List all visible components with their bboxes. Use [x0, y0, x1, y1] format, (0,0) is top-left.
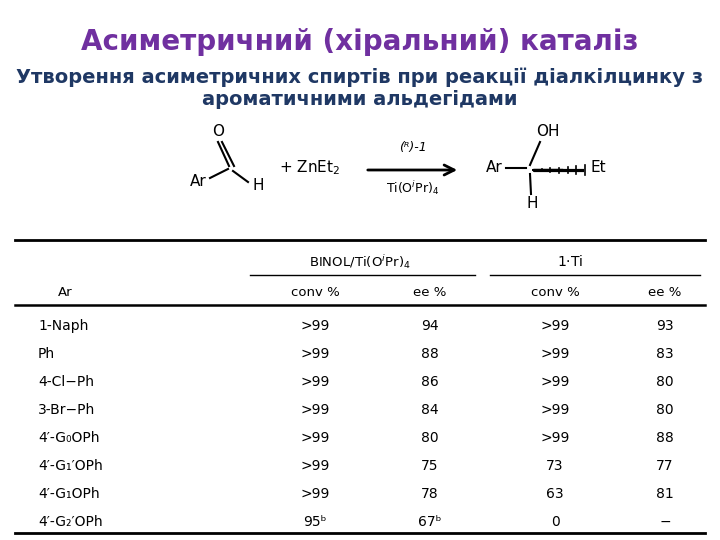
Text: 95ᵇ: 95ᵇ [303, 515, 327, 529]
Text: Et: Et [590, 160, 606, 176]
Text: 84: 84 [421, 403, 438, 417]
Text: 4′-G₁′OPh: 4′-G₁′OPh [38, 459, 103, 473]
Text: conv %: conv % [531, 286, 580, 299]
Text: Асиметричний (хіральний) каталіз: Асиметричний (хіральний) каталіз [81, 28, 639, 56]
Text: conv %: conv % [291, 286, 339, 299]
Text: BINOL/Ti(O$^i$Pr)$_4$: BINOL/Ti(O$^i$Pr)$_4$ [309, 253, 411, 271]
Text: + ZnEt$_2$: + ZnEt$_2$ [279, 159, 341, 177]
Text: 4′-G₀OPh: 4′-G₀OPh [38, 431, 99, 445]
Text: 80: 80 [421, 431, 438, 445]
Text: ee %: ee % [413, 286, 446, 299]
Text: Утворення асиметричних спиртів при реакції діалкілцинку з: Утворення асиметричних спиртів при реакц… [17, 68, 703, 87]
Text: >99: >99 [300, 347, 330, 361]
Text: >99: >99 [540, 403, 570, 417]
Text: 83: 83 [656, 347, 674, 361]
Text: >99: >99 [300, 431, 330, 445]
Text: O: O [212, 125, 224, 139]
Text: 1$\cdot$Ti: 1$\cdot$Ti [557, 254, 583, 269]
Text: 67ᵇ: 67ᵇ [418, 515, 442, 529]
Text: 93: 93 [656, 319, 674, 333]
Text: >99: >99 [540, 319, 570, 333]
Text: >99: >99 [540, 431, 570, 445]
Text: >99: >99 [540, 347, 570, 361]
Text: >99: >99 [540, 375, 570, 389]
Text: 63: 63 [546, 487, 564, 501]
Text: H: H [252, 179, 264, 193]
Text: 73: 73 [546, 459, 564, 473]
Text: Ar: Ar [58, 286, 72, 299]
Text: 3-Br−Ph: 3-Br−Ph [38, 403, 95, 417]
Text: >99: >99 [300, 403, 330, 417]
Text: 81: 81 [656, 487, 674, 501]
Text: OH: OH [536, 125, 559, 139]
Text: 1-Naph: 1-Naph [38, 319, 89, 333]
Text: 4-Cl−Ph: 4-Cl−Ph [38, 375, 94, 389]
Text: Ph: Ph [38, 347, 55, 361]
Text: >99: >99 [300, 319, 330, 333]
Text: H: H [526, 197, 538, 212]
Text: ароматичними альдегідами: ароматичними альдегідами [202, 90, 518, 109]
Text: −: − [660, 515, 671, 529]
Text: Ar: Ar [485, 160, 503, 176]
Text: 88: 88 [656, 431, 674, 445]
Text: >99: >99 [300, 487, 330, 501]
Text: 77: 77 [656, 459, 674, 473]
Text: Ti(O$^i$Pr)$_4$: Ti(O$^i$Pr)$_4$ [387, 179, 440, 197]
Text: >99: >99 [300, 459, 330, 473]
Text: 0: 0 [551, 515, 559, 529]
Text: 80: 80 [656, 375, 674, 389]
Text: 4′-G₂′OPh: 4′-G₂′OPh [38, 515, 103, 529]
Text: 94: 94 [421, 319, 438, 333]
Text: (ᴿ)-1: (ᴿ)-1 [399, 141, 427, 154]
Text: Ar: Ar [189, 174, 207, 190]
Text: 86: 86 [421, 375, 439, 389]
Text: >99: >99 [300, 375, 330, 389]
Text: ee %: ee % [648, 286, 682, 299]
Text: 88: 88 [421, 347, 439, 361]
Text: 80: 80 [656, 403, 674, 417]
Text: 4′-G₁OPh: 4′-G₁OPh [38, 487, 99, 501]
Text: 78: 78 [421, 487, 438, 501]
Text: 75: 75 [421, 459, 438, 473]
